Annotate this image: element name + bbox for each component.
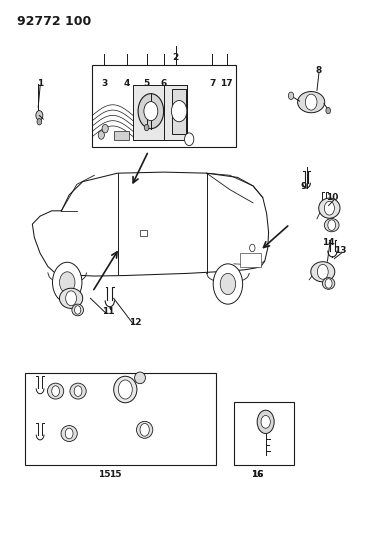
Circle shape — [317, 264, 328, 279]
Circle shape — [52, 386, 59, 397]
Ellipse shape — [72, 304, 83, 316]
Circle shape — [250, 244, 255, 252]
Text: 4: 4 — [124, 79, 130, 88]
Circle shape — [144, 124, 149, 131]
Circle shape — [98, 131, 105, 139]
Bar — [239, 253, 261, 266]
Text: 7: 7 — [209, 79, 216, 88]
Bar — [172, 89, 186, 134]
Ellipse shape — [136, 421, 153, 438]
Text: 3: 3 — [101, 79, 107, 88]
Text: 17: 17 — [220, 79, 233, 88]
Circle shape — [324, 201, 334, 215]
Circle shape — [328, 220, 335, 230]
Text: 8: 8 — [316, 66, 322, 75]
Bar — [133, 85, 187, 140]
Circle shape — [53, 262, 82, 303]
Text: 11: 11 — [102, 307, 114, 316]
Ellipse shape — [324, 219, 339, 232]
Circle shape — [184, 133, 194, 146]
Text: 13: 13 — [334, 246, 346, 255]
Ellipse shape — [319, 198, 340, 218]
Circle shape — [74, 306, 81, 314]
Text: 5: 5 — [144, 79, 150, 88]
Text: 2: 2 — [172, 53, 179, 62]
Text: 6: 6 — [161, 79, 167, 88]
Circle shape — [326, 108, 331, 114]
Circle shape — [59, 272, 75, 293]
Circle shape — [257, 410, 274, 433]
Bar — [140, 230, 147, 236]
Circle shape — [288, 92, 294, 100]
Circle shape — [138, 94, 164, 128]
Circle shape — [140, 423, 149, 436]
Ellipse shape — [323, 278, 335, 289]
Circle shape — [74, 386, 82, 397]
Text: 12: 12 — [129, 318, 141, 327]
Ellipse shape — [48, 383, 64, 399]
Ellipse shape — [311, 262, 335, 282]
Ellipse shape — [59, 288, 83, 309]
Text: 15: 15 — [98, 470, 110, 479]
Ellipse shape — [113, 376, 137, 403]
Bar — [234, 402, 294, 465]
Circle shape — [213, 264, 243, 304]
Bar — [113, 131, 129, 140]
Circle shape — [171, 101, 187, 122]
Circle shape — [144, 102, 158, 120]
Text: 10: 10 — [326, 193, 339, 202]
Circle shape — [65, 428, 73, 439]
Text: 14: 14 — [322, 238, 335, 247]
Text: 9: 9 — [300, 182, 307, 191]
Text: 15: 15 — [109, 470, 122, 479]
Circle shape — [36, 111, 43, 120]
Circle shape — [37, 118, 42, 125]
Text: 16: 16 — [251, 470, 263, 479]
Ellipse shape — [61, 425, 77, 441]
Ellipse shape — [135, 372, 145, 384]
Text: 16: 16 — [251, 470, 263, 479]
Text: 1: 1 — [37, 79, 43, 88]
Circle shape — [66, 291, 76, 306]
Text: 92772 100: 92772 100 — [17, 14, 91, 28]
Circle shape — [102, 124, 108, 133]
Circle shape — [305, 94, 317, 110]
Bar — [25, 373, 216, 465]
Ellipse shape — [298, 92, 325, 113]
Ellipse shape — [70, 383, 86, 399]
Bar — [92, 65, 236, 147]
Circle shape — [261, 416, 270, 428]
Circle shape — [220, 273, 236, 295]
Circle shape — [118, 380, 132, 399]
Circle shape — [325, 279, 332, 288]
